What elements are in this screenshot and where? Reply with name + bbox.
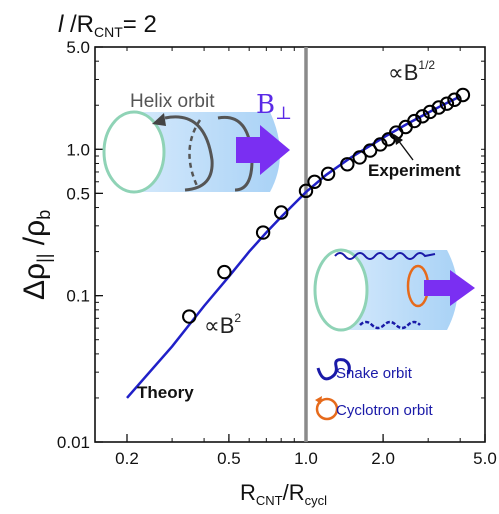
header-sub: CNT (94, 24, 123, 40)
header-l: l (58, 11, 64, 38)
helix-tube-end (102, 110, 166, 194)
figure-header: l /RCNT= 2 (58, 11, 157, 40)
cyclotron-orbit-label: Cyclotron orbit (336, 402, 434, 419)
ylabel-par: || (34, 254, 54, 263)
helix-arrowhead (152, 113, 166, 126)
experiment-point (415, 109, 430, 124)
xlabel-s2: cycl (305, 493, 328, 508)
snake-b-arrow (424, 270, 475, 306)
x-tick-label: 0.5 (217, 449, 241, 468)
b-perp-arrow (236, 125, 290, 175)
snake-orbit-label: Snake orbit (336, 365, 413, 382)
plot-frame (94, 46, 486, 443)
header-eq: = 2 (123, 11, 157, 38)
experiment-point (422, 104, 438, 120)
b-perp-sub: ⊥ (275, 103, 292, 124)
snake-tube-body (341, 250, 458, 330)
experiment-pointer-arrowhead (394, 134, 403, 145)
b-half-text: ∝B (388, 60, 418, 85)
snake-orbit-bottom (359, 320, 421, 330)
experiment-point (255, 225, 271, 240)
experiment-point (273, 205, 289, 220)
x-axis-label: RCNT/Rcycl (240, 480, 327, 508)
x-tick-label: 2.0 (371, 449, 395, 468)
helix-orbit-illustration: Helix orbit B⊥ (102, 90, 292, 194)
experiment-pointer-line (397, 139, 414, 161)
y-tick-label: 0.01 (57, 433, 90, 452)
experiment-point (455, 87, 471, 103)
b-perp-label: B⊥ (256, 90, 292, 124)
experiment-point (217, 264, 232, 280)
b-half-annotation: ∝B1/2 (388, 58, 435, 85)
experiment-point (298, 183, 314, 199)
x-axis-ticks: 0.2 0.5 1.0 2.0 5.0 (115, 47, 497, 468)
y-tick-label: 5.0 (66, 38, 90, 57)
experiment-point (407, 113, 422, 129)
ylabel-slash: /ρ (18, 220, 51, 254)
xlabel-s1: CNT (256, 493, 283, 508)
theory-label: Theory (137, 383, 194, 402)
snake-orbit-illustration: Snake orbit Cyclotron orbit (313, 248, 475, 421)
y-tick-label: 1.0 (66, 140, 90, 159)
y-axis-label: Δρ|| /ρb (18, 210, 54, 300)
helix-orbit-back (188, 119, 202, 189)
helix-orbit-label: Helix orbit (130, 91, 215, 112)
helix-tube-body (134, 112, 280, 192)
cyclotron-legend-arrowhead (315, 396, 322, 404)
snake-tube-end (313, 248, 369, 332)
snake-orbit-legend-icon (316, 358, 351, 381)
b-sq-exp: 2 (234, 311, 241, 325)
cyclotron-orbit-legend-icon (315, 397, 339, 421)
experiment-point (362, 143, 378, 158)
x-tick-label: 0.2 (115, 449, 139, 468)
experiment-point (439, 96, 455, 111)
y-axis-ticks: 0.01 0.1 0.5 1.0 5.0 (57, 38, 485, 452)
ylabel-delta: Δρ (18, 263, 51, 300)
b-sq-text: ∝B (204, 313, 234, 338)
b-squared-annotation: ∝B2 (204, 311, 241, 338)
b-perp-text: B (256, 90, 275, 120)
b-half-exp: 1/2 (418, 58, 435, 72)
experiment-point (431, 100, 446, 115)
y-tick-label: 0.1 (66, 287, 90, 306)
x-tick-label: 5.0 (473, 449, 497, 468)
y-tick-label: 0.5 (66, 184, 90, 203)
snake-orbit-top (334, 252, 436, 260)
experiment-point (307, 174, 322, 189)
x-tick-label: 1.0 (294, 449, 318, 468)
experiment-point (352, 150, 367, 165)
experiment-label: Experiment (368, 161, 461, 180)
xlabel-mid: /R (283, 480, 305, 505)
experiment-point (320, 166, 336, 182)
header-slash: /R (63, 11, 94, 38)
experiment-point (182, 309, 197, 324)
theory-series-line (126, 95, 461, 399)
xlabel-r1: R (240, 480, 256, 505)
ylabel-b: b (34, 210, 54, 220)
experiment-point (340, 157, 355, 172)
